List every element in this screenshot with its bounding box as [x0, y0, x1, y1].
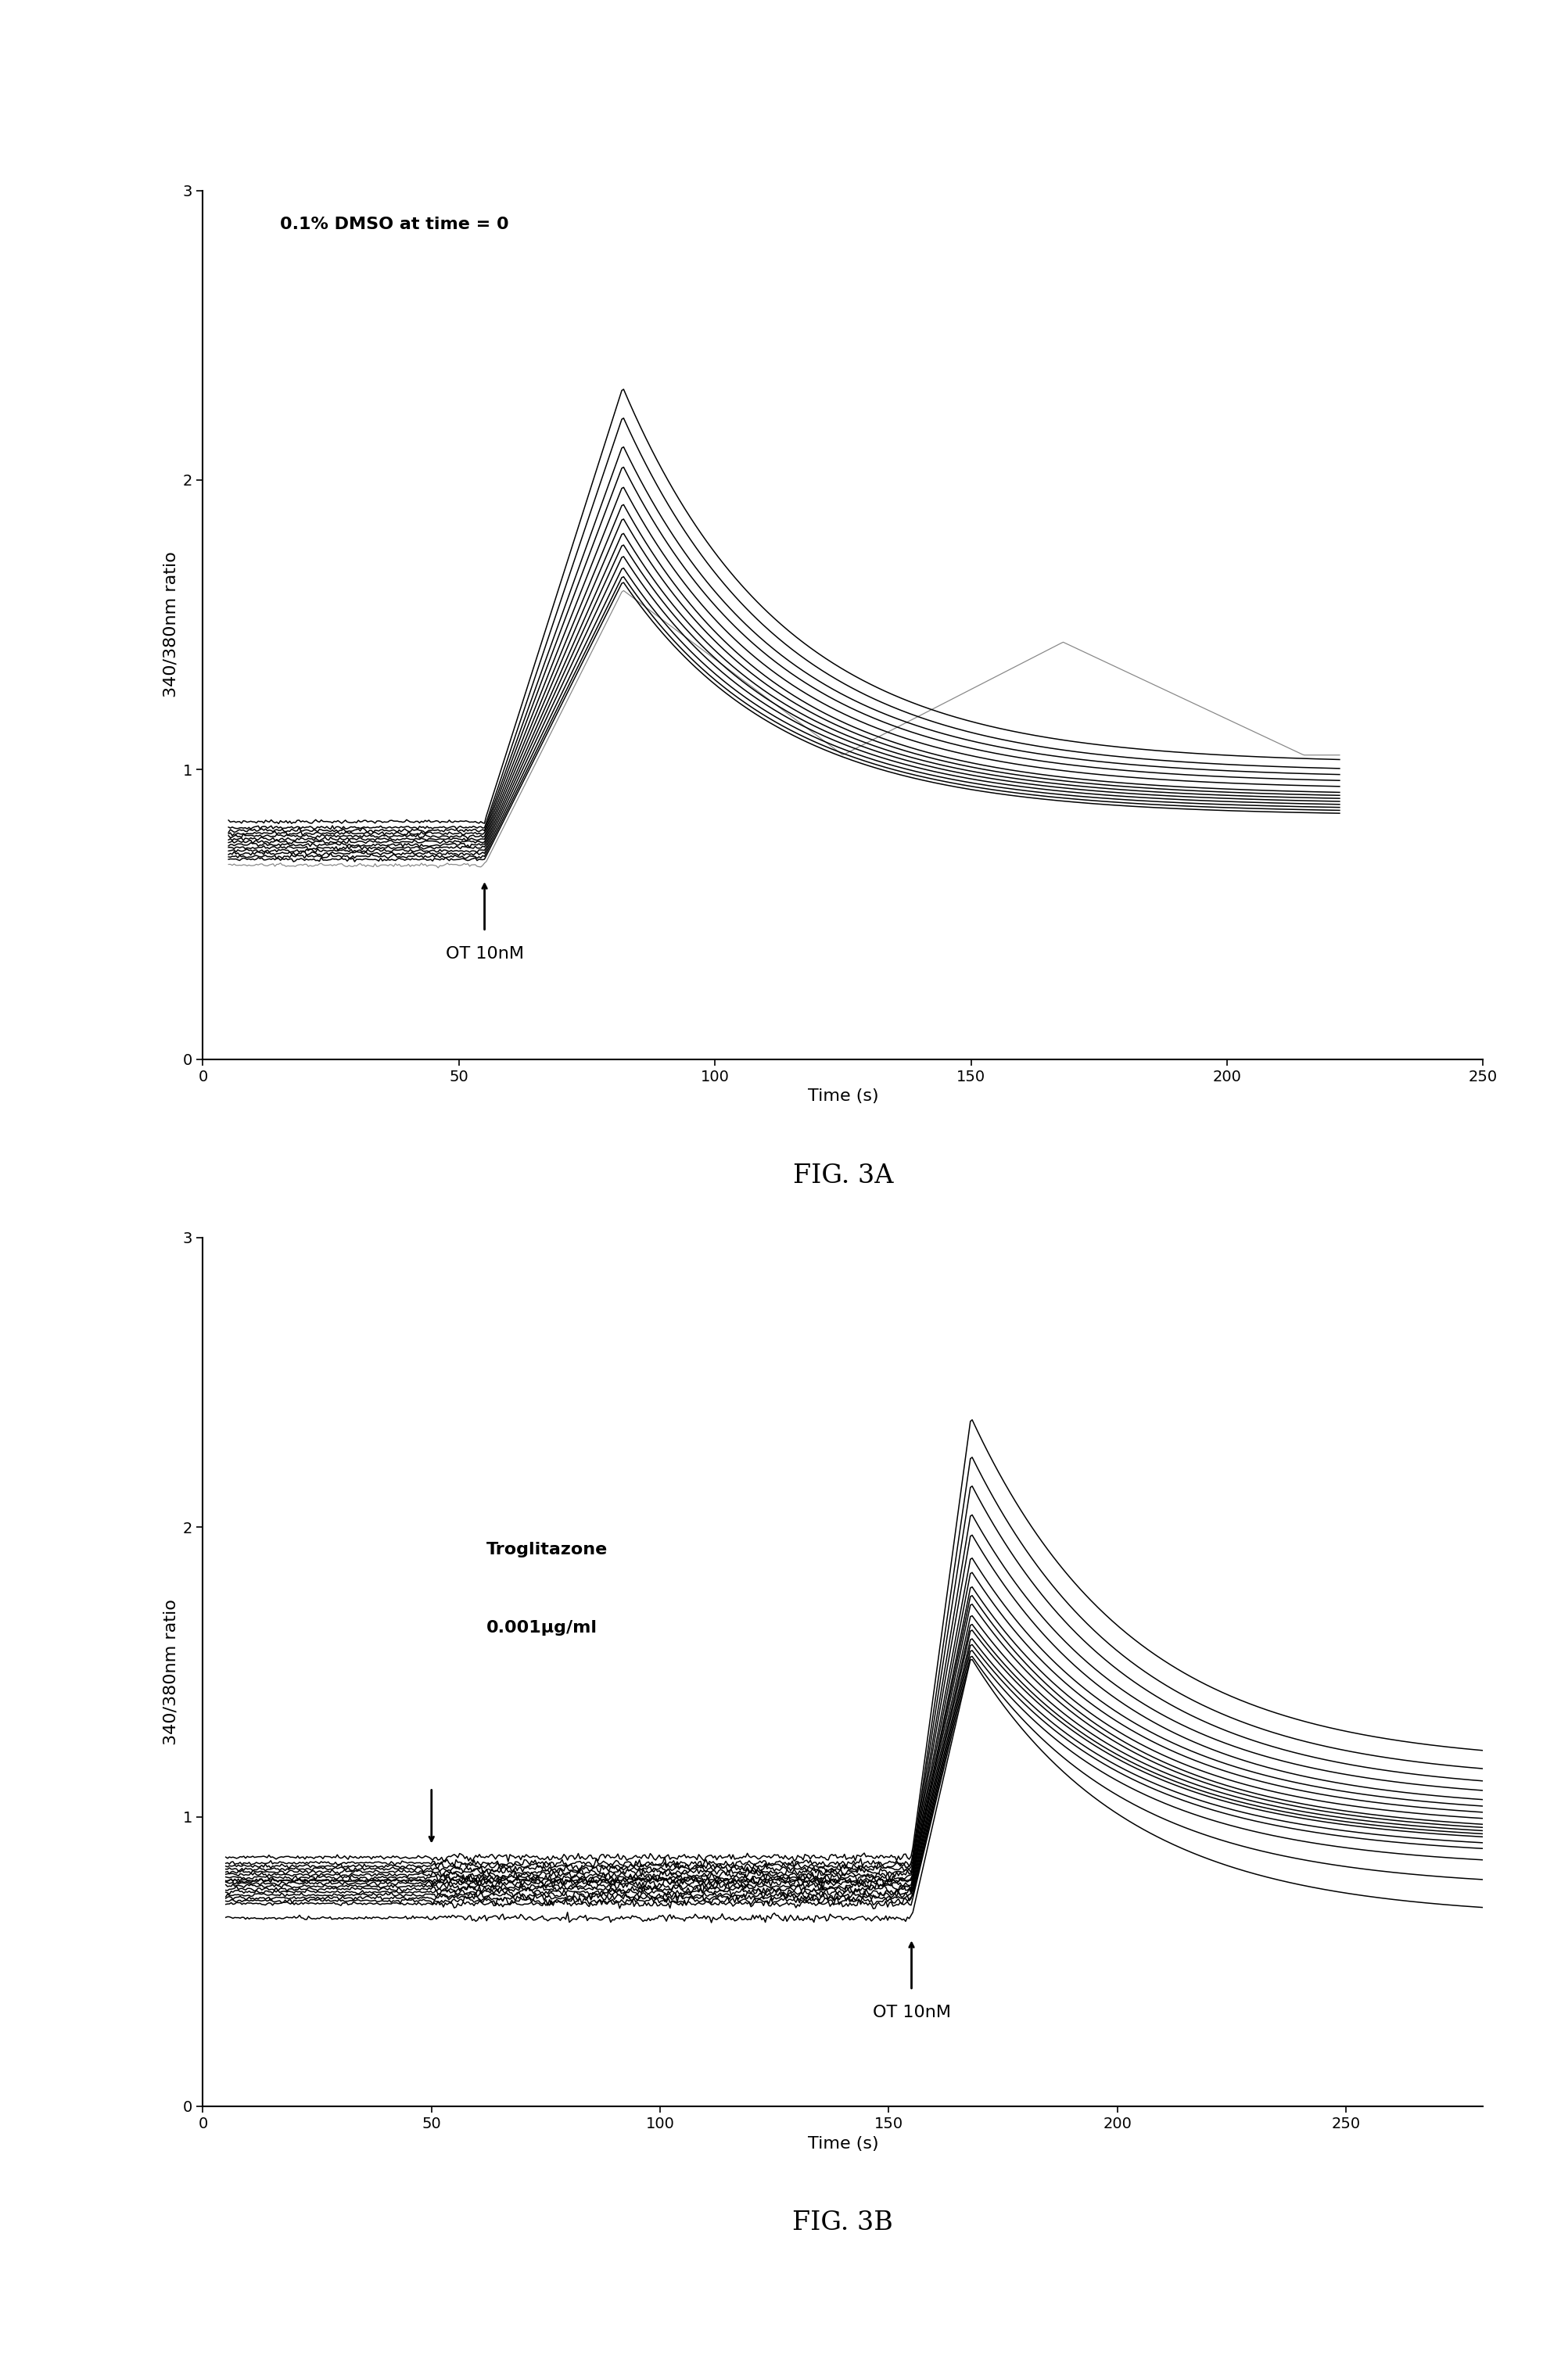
Text: Troglitazone: Troglitazone: [487, 1542, 607, 1557]
Y-axis label: 340/380nm ratio: 340/380nm ratio: [162, 552, 178, 697]
X-axis label: Time (s): Time (s): [807, 2135, 879, 2152]
Text: 0.1% DMSO at time = 0: 0.1% DMSO at time = 0: [279, 217, 509, 233]
Text: FIG. 3A: FIG. 3A: [793, 1164, 893, 1188]
Y-axis label: 340/380nm ratio: 340/380nm ratio: [162, 1599, 178, 1745]
X-axis label: Time (s): Time (s): [807, 1088, 879, 1104]
Text: OT 10nM: OT 10nM: [445, 947, 523, 962]
Text: 0.001μg/ml: 0.001μg/ml: [487, 1621, 598, 1635]
Text: FIG. 3B: FIG. 3B: [793, 2211, 893, 2235]
Text: OT 10nM: OT 10nM: [873, 2004, 951, 2021]
